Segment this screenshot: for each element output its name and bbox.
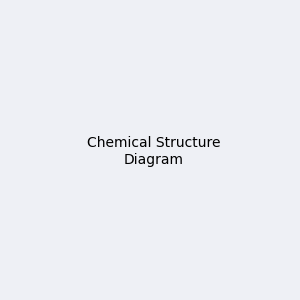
Text: Chemical Structure
Diagram: Chemical Structure Diagram: [87, 136, 220, 166]
